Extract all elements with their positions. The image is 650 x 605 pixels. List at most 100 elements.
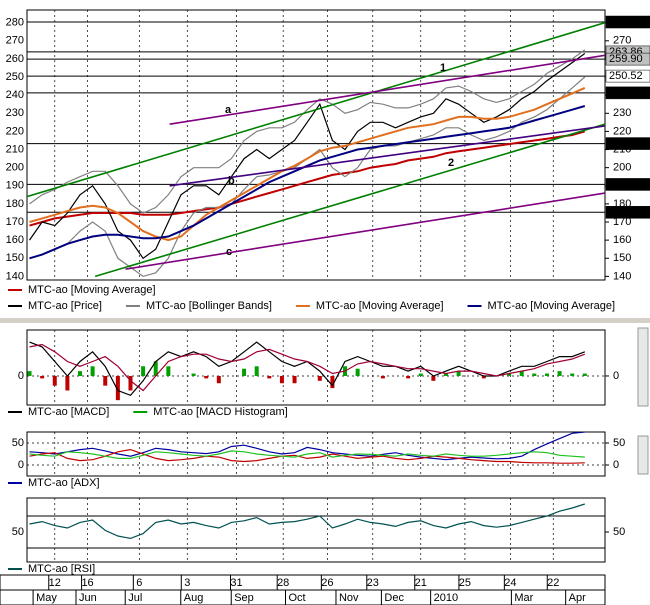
- series-line: [29, 49, 586, 214]
- series-line: [29, 448, 585, 464]
- level-label-box: [605, 178, 650, 191]
- histogram-bar: [166, 366, 171, 376]
- y-tick-label: 0: [18, 459, 24, 471]
- plot-area: [27, 432, 605, 476]
- y-tick-label: 50: [613, 526, 625, 538]
- y-tick-label: 200: [613, 162, 631, 174]
- series-line: [29, 130, 586, 227]
- x-tick-label: 6: [136, 577, 142, 589]
- histogram-bar: [191, 373, 196, 376]
- legend-label: MTC-ao [Price]: [28, 300, 102, 312]
- level-label: 190.74: [609, 178, 643, 190]
- x-tick-label: 12: [49, 577, 61, 589]
- plot-area: [27, 498, 605, 562]
- histogram-bar: [380, 375, 385, 379]
- level-label: 259.90: [609, 53, 643, 65]
- x-month-label: Sep: [234, 592, 254, 604]
- histogram-bar: [153, 361, 158, 376]
- y-tick-label: 150: [6, 252, 24, 264]
- x-tick-label: 26: [321, 577, 333, 589]
- x-tick-label: 23: [367, 577, 379, 589]
- y-tick-label: 150: [613, 252, 631, 264]
- level-label: 213.29: [609, 137, 643, 149]
- x-month-label: 2010: [434, 592, 458, 604]
- y-tick-label: 0: [613, 370, 619, 382]
- x-tick-label: 31: [230, 577, 242, 589]
- series-line: [29, 105, 586, 260]
- histogram-bar: [532, 373, 537, 376]
- histogram-bar: [292, 375, 297, 384]
- histogram-bar: [279, 375, 284, 384]
- x-tick-label: 24: [504, 577, 516, 589]
- y-tick-label: 270: [613, 35, 631, 47]
- legend-label: MTC-ao [Moving Average]: [28, 284, 156, 296]
- histogram-bar: [27, 371, 32, 376]
- trend-line: [27, 21, 605, 198]
- x-tick-label: 21: [415, 577, 427, 589]
- histogram-bar: [90, 366, 95, 376]
- histogram-bar: [115, 375, 120, 401]
- y-tick-label: 180: [6, 198, 24, 210]
- histogram-bar: [330, 375, 335, 389]
- y-tick-label: 220: [6, 125, 24, 137]
- x-month-label: Jun: [79, 592, 97, 604]
- annotation: 1: [440, 62, 446, 74]
- x-month-label: Oct: [288, 592, 305, 604]
- x-month-label: Apr: [569, 592, 586, 604]
- y-tick-label: 140: [613, 270, 631, 282]
- panel-frame: [26, 497, 606, 563]
- y-tick-label: 260: [6, 53, 24, 65]
- y-tick-label: 200: [6, 162, 24, 174]
- series-line: [29, 343, 586, 392]
- histogram-bar: [443, 373, 448, 376]
- y-tick-label: 280: [6, 17, 24, 29]
- y-tick-label: 160: [6, 234, 24, 246]
- histogram-bar: [557, 371, 562, 376]
- histogram-bar: [103, 375, 108, 386]
- legend-label: MTC-ao [Moving Average]: [488, 300, 616, 312]
- histogram-bar: [65, 375, 70, 391]
- plot-area: [27, 10, 605, 280]
- histogram-bar: [216, 375, 221, 384]
- histogram-bar: [481, 375, 486, 379]
- histogram-bar: [355, 368, 360, 376]
- panel-frame: [26, 431, 606, 477]
- x-month-label: Mar: [514, 592, 533, 604]
- x-tick-label: 28: [277, 577, 289, 589]
- legend-label: MTC-ao [ADX]: [28, 477, 100, 489]
- histogram-bar: [267, 375, 272, 379]
- trend-line: [169, 54, 605, 125]
- y-tick-label: 170: [6, 216, 24, 228]
- histogram-bar: [456, 371, 461, 376]
- histogram-bar: [78, 371, 83, 376]
- x-tick-label: 25: [459, 577, 471, 589]
- trend-line: [169, 125, 605, 187]
- histogram-bar: [242, 368, 247, 376]
- y-tick-label: 230: [613, 107, 631, 119]
- y-tick-label: 0: [613, 459, 619, 471]
- scroll-widget[interactable]: [637, 435, 649, 475]
- y-tick-label: 270: [6, 35, 24, 47]
- histogram-bar: [431, 375, 436, 381]
- y-tick-label: 50: [12, 526, 24, 538]
- y-tick-label: 230: [6, 107, 24, 119]
- x-month-label: Aug: [184, 592, 204, 604]
- legend-label: MTC-ao [MACD]: [28, 406, 109, 418]
- level-label: 280.37: [609, 16, 643, 28]
- series-line: [29, 86, 586, 242]
- plot-area: [27, 330, 605, 405]
- annotation: a: [225, 104, 232, 116]
- histogram-bar: [519, 371, 524, 376]
- scroll-widget[interactable]: [637, 327, 649, 407]
- legend-label: MTC-ao [Bollinger Bands]: [146, 300, 272, 312]
- histogram-bar: [418, 373, 423, 376]
- trend-line: [94, 123, 605, 278]
- separator: [0, 318, 650, 323]
- histogram-bar: [406, 375, 411, 379]
- y-tick-label: 240: [6, 89, 24, 101]
- legend-label: MTC-ao [Moving Average]: [316, 300, 444, 312]
- level-label: 175.36: [609, 206, 643, 218]
- level-label-box: [605, 15, 650, 29]
- level-label: 241.27: [609, 87, 643, 99]
